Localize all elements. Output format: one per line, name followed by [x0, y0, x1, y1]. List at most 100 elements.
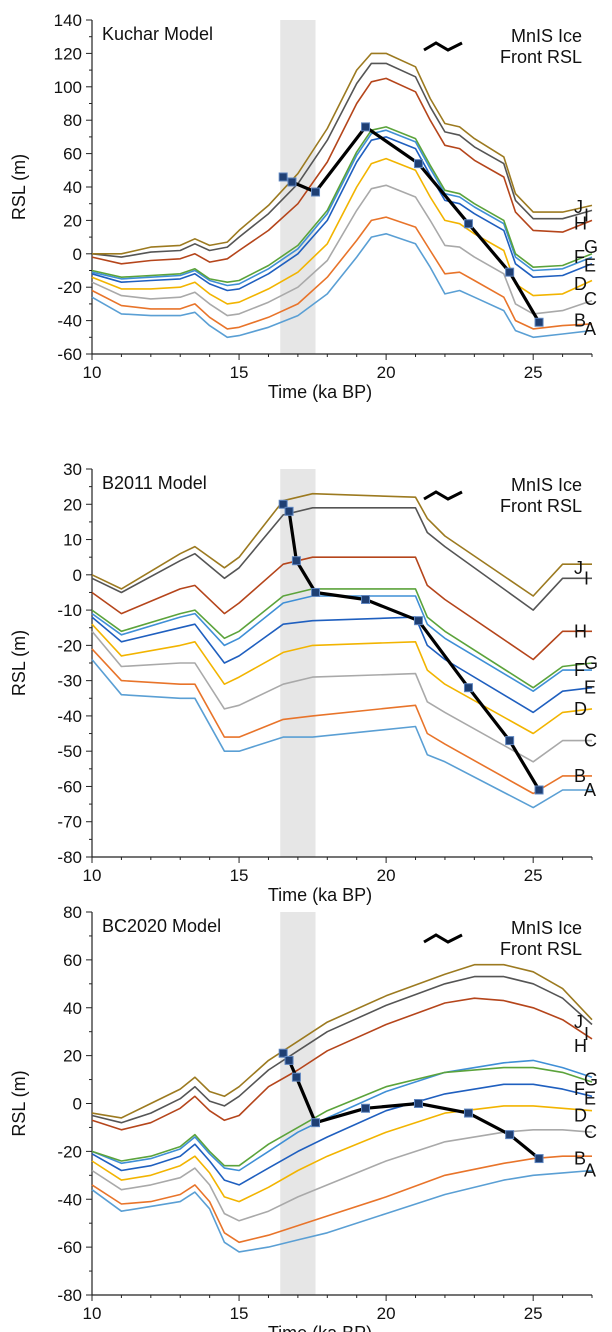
ice-front-marker: [361, 122, 371, 132]
y-tick-label: -30: [57, 672, 82, 691]
ice-front-marker: [278, 499, 288, 509]
y-tick-label: 0: [73, 566, 82, 585]
y-tick-label: -60: [57, 777, 82, 796]
ice-front-marker: [311, 187, 321, 197]
legend: MnIS Ice Front RSL: [423, 26, 582, 67]
ice-front-marker: [463, 683, 473, 693]
x-tick-label: 10: [83, 866, 102, 885]
series-line-i: [91, 62, 593, 258]
ice-front-marker: [291, 1072, 301, 1082]
series-line-f: [91, 129, 593, 287]
series-line-j: [92, 52, 593, 255]
ice-front-marker: [463, 219, 473, 229]
legend-label-line: Front RSL: [500, 496, 582, 516]
series-line-g: [91, 588, 593, 689]
series-line-b: [91, 1155, 592, 1244]
series-line-j: [91, 492, 592, 597]
x-tick-label: 20: [377, 866, 396, 885]
ice-front-marker: [287, 177, 297, 187]
series-line-d: [91, 1105, 593, 1203]
curve-label-g: G: [584, 1070, 598, 1090]
x-axis-label: Time (ka BP): [268, 1323, 372, 1332]
y-tick-label: 30: [63, 460, 82, 479]
y-tick-label: 100: [54, 78, 82, 97]
series-line-a: [91, 233, 593, 339]
series-line-d: [91, 157, 593, 305]
series-line-e: [91, 616, 593, 714]
curve-label-f: F: [574, 660, 585, 680]
y-tick-label: -80: [57, 848, 82, 867]
legend: MnIS Ice Front RSL: [423, 918, 582, 959]
curve-label-j: J: [574, 197, 583, 217]
legend-label: MnIS Ice Front RSL: [500, 26, 582, 67]
curve-label-h: H: [574, 1036, 587, 1056]
series-line-e: [91, 1083, 593, 1186]
series-line-a: [91, 658, 592, 809]
series-line-f: [91, 595, 592, 692]
ice-front-marker: [463, 1108, 473, 1118]
series-line-a: [91, 1169, 593, 1253]
legend-label-line: Front RSL: [500, 47, 582, 67]
y-tick-label: -60: [57, 1238, 82, 1257]
x-tick-label: 20: [377, 1304, 396, 1323]
y-tick-label: -40: [57, 312, 82, 331]
y-tick-label: -40: [57, 1190, 82, 1209]
legend: MnIS Ice Front RSL: [423, 475, 582, 516]
y-tick-label: 140: [54, 11, 82, 30]
ice-front-marker: [505, 1130, 515, 1140]
ice-front-marker: [278, 1048, 288, 1058]
ice-front-marker: [291, 556, 301, 566]
y-tick-label: -10: [57, 601, 82, 620]
legend-label-line: MnIS Ice: [511, 918, 582, 938]
curve-label-j: J: [574, 1012, 583, 1032]
panel-title: B2011 Model: [102, 473, 207, 493]
ice-front-line: [281, 503, 541, 791]
y-tick-label: -20: [57, 1142, 82, 1161]
curve-label-f: F: [574, 247, 585, 267]
shaded-band: [280, 469, 316, 857]
curve-label-i: I: [584, 1024, 589, 1044]
legend-line-icon: [423, 490, 463, 501]
y-tick-label: -40: [57, 707, 82, 726]
curve-label-c: C: [584, 289, 597, 309]
y-tick-label: 20: [63, 495, 82, 514]
ice-front-line: [282, 125, 541, 324]
ice-front-marker: [311, 1118, 321, 1128]
y-tick-label: 40: [63, 178, 82, 197]
series-line-b: [91, 648, 592, 795]
curve-label-a: A: [584, 319, 596, 339]
y-tick-label: 120: [54, 44, 82, 63]
panel-title: BC2020 Model: [102, 916, 221, 936]
series-line-b: [91, 216, 593, 330]
y-tick-label: 0: [73, 1095, 82, 1114]
ice-front-marker: [534, 1154, 544, 1164]
series-line-c: [91, 1129, 593, 1222]
curve-label-c: C: [584, 731, 597, 751]
curve-label-h: H: [574, 621, 587, 641]
ice-front-marker: [311, 587, 321, 597]
series-line-e: [91, 136, 593, 292]
x-tick-label: 10: [83, 1304, 102, 1323]
ice-front-marker: [278, 172, 288, 182]
curve-label-a: A: [584, 1161, 596, 1181]
legend-label: MnIS Ice Front RSL: [500, 918, 582, 959]
series-line-j: [91, 963, 593, 1119]
x-tick-label: 15: [230, 866, 249, 885]
curve-label-e: E: [584, 1089, 596, 1109]
x-tick-label: 20: [377, 363, 396, 382]
shaded-band: [280, 912, 316, 1295]
curve-label-d: D: [574, 274, 587, 294]
ice-front-marker: [413, 159, 423, 169]
curve-label-g: G: [584, 237, 598, 257]
curve-label-f: F: [574, 1079, 585, 1099]
series-line-g: [91, 1066, 593, 1167]
y-tick-label: -70: [57, 813, 82, 832]
x-tick-label: 25: [524, 866, 543, 885]
y-tick-label: -20: [57, 636, 82, 655]
panel-kuchar-model: -60 -40 -20 0 20 40 60 80 100 120 140 10 15 20 25 Time …: [9, 11, 598, 402]
y-tick-label: 80: [63, 111, 82, 130]
x-tick-label: 25: [524, 1304, 543, 1323]
legend-label-line: MnIS Ice: [511, 475, 582, 495]
y-tick-label: -80: [57, 1286, 82, 1305]
